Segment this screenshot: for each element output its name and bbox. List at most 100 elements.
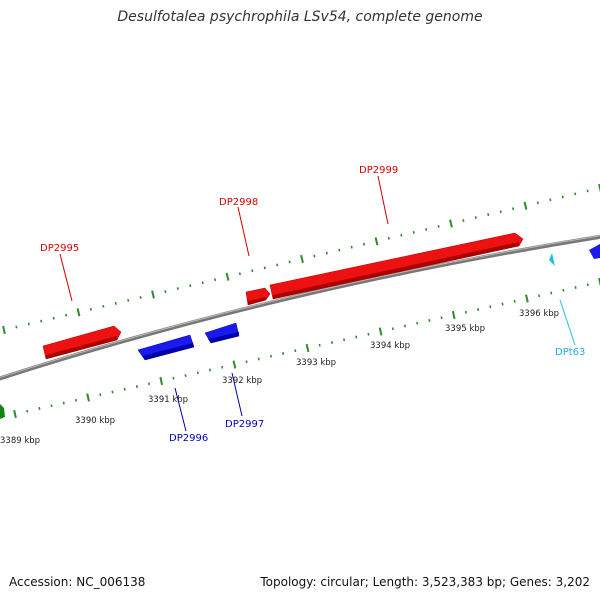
gene-arrow — [589, 244, 600, 259]
major-tick — [598, 277, 600, 287]
minor-tick — [403, 324, 407, 328]
kbp-label: 3393 kbp — [296, 358, 336, 368]
minor-tick — [355, 335, 358, 339]
gene-DP2995[interactable] — [42, 325, 122, 360]
minor-tick — [425, 228, 428, 231]
minor-tick — [561, 195, 564, 199]
minor-tick — [208, 368, 212, 372]
minor-tick — [428, 319, 431, 322]
major-tick — [232, 360, 237, 369]
kbp-label: 3394 kbp — [370, 341, 410, 351]
minor-tick — [464, 310, 467, 314]
minor-tick — [363, 242, 366, 246]
major-tick — [451, 310, 456, 320]
reverse-tick-track — [13, 277, 600, 419]
minor-tick — [574, 192, 577, 196]
minor-tick — [102, 304, 105, 308]
kbp-label: 3389 kbp — [0, 436, 40, 446]
minor-tick — [489, 305, 492, 309]
minor-tick — [201, 281, 204, 285]
minor-tick — [172, 376, 175, 380]
minor-tick — [38, 407, 41, 410]
minor-tick — [27, 322, 30, 326]
minor-tick — [176, 287, 179, 290]
gene-DP2996[interactable] — [137, 334, 195, 361]
trna-DPt63[interactable] — [549, 253, 555, 266]
minor-tick — [501, 302, 504, 306]
minor-tick — [513, 299, 516, 303]
minor-tick — [487, 213, 490, 217]
minor-tick — [89, 307, 92, 311]
minor-tick — [189, 284, 192, 288]
minor-tick — [412, 230, 415, 234]
minor-tick — [536, 201, 539, 205]
kbp-label: 3392 kbp — [222, 376, 262, 386]
minor-tick — [586, 283, 589, 287]
gene-left-edge[interactable] — [0, 404, 5, 419]
major-tick — [598, 183, 600, 193]
minor-tick — [135, 385, 138, 388]
minor-tick — [184, 374, 187, 377]
minor-tick — [251, 269, 254, 273]
minor-tick — [65, 313, 68, 317]
minor-tick — [221, 365, 224, 369]
minor-tick — [52, 316, 55, 320]
label-line-DP2995 — [59, 253, 73, 302]
minor-tick — [318, 343, 321, 347]
gene-right-edge[interactable] — [589, 244, 600, 259]
gene-DP2998[interactable] — [245, 287, 271, 306]
minor-tick — [325, 251, 328, 255]
kbp-label: 3395 kbp — [445, 324, 485, 334]
minor-tick — [214, 278, 217, 282]
gene-label-DP2996[interactable]: DP2996 — [169, 433, 208, 444]
minor-tick — [562, 288, 565, 292]
minor-tick — [276, 263, 279, 267]
minor-tick — [294, 349, 297, 353]
minor-tick — [462, 219, 465, 222]
major-tick — [523, 201, 528, 210]
minor-tick — [330, 341, 333, 344]
minor-tick — [367, 332, 370, 336]
minor-tick — [338, 248, 341, 252]
label-line-DP2997 — [231, 372, 243, 417]
minor-tick — [549, 198, 552, 202]
minor-tick — [245, 360, 248, 364]
minor-tick — [477, 308, 480, 311]
major-tick — [378, 327, 383, 336]
minor-tick — [288, 260, 291, 264]
gene-DP2997[interactable] — [204, 322, 240, 344]
gene-arrow — [0, 404, 5, 419]
minor-tick — [40, 319, 43, 323]
minor-tick — [62, 401, 65, 405]
minor-tick — [99, 393, 102, 397]
accession-info: Accession: NC_006138 — [9, 575, 146, 589]
major-tick — [159, 376, 164, 386]
minor-tick — [416, 321, 419, 325]
gene-label-DP2999[interactable]: DP2999 — [359, 165, 398, 176]
minor-tick — [263, 266, 266, 270]
minor-tick — [111, 390, 114, 394]
major-tick — [13, 409, 17, 419]
minor-tick — [550, 291, 553, 295]
label-line-DP2996 — [174, 387, 187, 432]
minor-tick — [538, 294, 541, 298]
major-tick — [225, 272, 230, 281]
gene-label-DPt63[interactable]: DPt63 — [555, 347, 585, 358]
gene-arrow-shade — [273, 242, 519, 299]
minor-tick — [387, 236, 390, 240]
gene-arrow-shade — [248, 297, 266, 305]
gene-arrow-shade — [46, 336, 117, 359]
kbp-label: 3390 kbp — [75, 416, 115, 426]
gene-label-DP2998[interactable]: DP2998 — [219, 197, 258, 208]
gene-DP2999[interactable] — [269, 232, 524, 300]
minor-tick — [74, 398, 77, 402]
map-title: Desulfotalea psychrophila LSv54, complet… — [117, 9, 483, 25]
label-line-DP2999 — [377, 175, 389, 225]
major-tick — [86, 393, 90, 402]
gene-label-DP2997[interactable]: DP2997 — [225, 419, 264, 430]
minor-tick — [440, 316, 443, 320]
major-tick — [305, 343, 310, 353]
minor-tick — [257, 357, 260, 361]
gene-label-DP2995[interactable]: DP2995 — [40, 243, 79, 254]
